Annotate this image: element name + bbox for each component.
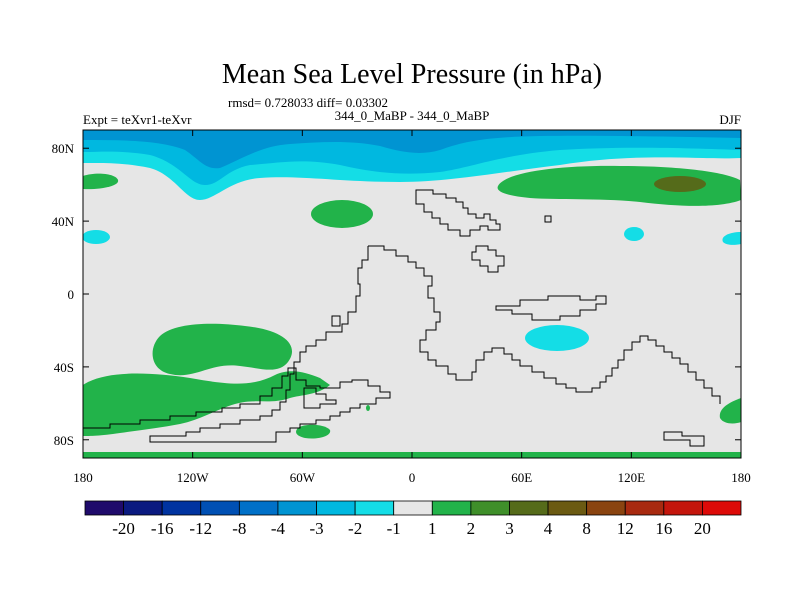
cyan-west-pacific-blob <box>624 227 644 241</box>
colorbar-level-label: -16 <box>151 519 174 538</box>
cyan-west-atlantic-blob <box>83 230 110 244</box>
colorbar-swatch <box>393 500 433 516</box>
colorbar-level-label: 16 <box>655 519 672 538</box>
colorbar-swatch <box>123 500 163 516</box>
case-label: 344_0_MaBP - 344_0_MaBP <box>335 108 490 123</box>
central-continent-outline <box>368 245 721 404</box>
green-north-pacific-blob <box>497 165 741 206</box>
colorbar-level-label: 8 <box>582 519 591 538</box>
colorbar-swatch <box>547 500 588 516</box>
continent-outlines <box>83 189 721 447</box>
colorbar-level-label: 20 <box>694 519 711 538</box>
colorbar-swatch <box>586 500 626 516</box>
green-small-dot <box>366 405 370 411</box>
colorbar-level-label: -8 <box>232 519 246 538</box>
x-axis: 180 120W 60W 0 60E 120E 180 <box>73 130 751 485</box>
colorbar-swatch <box>663 500 703 516</box>
colorbar-swatch <box>702 500 742 516</box>
colorbar-level-label: 12 <box>617 519 634 538</box>
colorbar: -20 -16 -12 -8 -4 -3 -2 -1 1 2 3 4 8 12 16 20 <box>84 500 742 538</box>
colorbar-level-label: -12 <box>189 519 212 538</box>
experiment-label: Expt = teXvr1-teXvr <box>83 112 192 127</box>
colorbar-swatch <box>509 500 549 516</box>
colorbar-swatch <box>200 500 240 516</box>
small-island-outline <box>544 215 552 223</box>
y-tick-label: 80S <box>54 433 74 448</box>
colorbar-swatch <box>316 500 356 516</box>
colorbar-level-label: -1 <box>387 519 401 538</box>
colorbar-level-label: 2 <box>467 519 476 538</box>
x-tick-label: 180 <box>731 470 751 485</box>
equatorial-island-outline <box>495 295 607 321</box>
y-tick-label: 40N <box>52 214 75 229</box>
x-tick-label: 60W <box>290 470 316 485</box>
colorbar-swatch <box>431 500 472 516</box>
colorbar-level-label: 3 <box>505 519 514 538</box>
colorbar-swatch <box>84 500 124 516</box>
northern-continent-outline <box>415 189 501 237</box>
green-north-atlantic-blob <box>311 200 373 228</box>
season-label: DJF <box>719 112 741 127</box>
peninsula-outline <box>303 387 337 409</box>
stats-line: rmsd= 0.728033 diff= 0.03302 <box>228 95 388 110</box>
y-tick-label: 80N <box>52 141 75 156</box>
gulf-outline <box>331 315 341 327</box>
green-east-antarctic-blob <box>719 398 741 424</box>
colorbar-swatch <box>277 500 317 516</box>
north-island-outline <box>471 245 505 273</box>
contour-field <box>83 130 741 458</box>
colorbar-swatch <box>624 500 665 516</box>
colorbar-level-label: -20 <box>112 519 135 538</box>
x-tick-label: 120W <box>177 470 210 485</box>
colorbar-swatch <box>238 500 279 516</box>
colorbar-level-label: -4 <box>271 519 286 538</box>
green-weddell-blob <box>296 424 331 439</box>
colorbar-level-label: -2 <box>348 519 362 538</box>
green-south-pacific-blob <box>152 323 293 376</box>
x-tick-label: 60E <box>511 470 532 485</box>
colorbar-level-label: 1 <box>428 519 437 538</box>
west-coast-outline <box>149 246 369 442</box>
x-tick-label: 120E <box>618 470 646 485</box>
x-tick-label: 180 <box>73 470 93 485</box>
cyan-east-edge-blob <box>722 232 741 245</box>
olive-pacific-core <box>654 176 706 192</box>
colorbar-level-label: -3 <box>309 519 323 538</box>
colorbar-swatch <box>354 500 395 516</box>
chart-title: Mean Sea Level Pressure (in hPa) <box>222 59 602 90</box>
colorbar-swatch <box>161 500 202 516</box>
antarctic-fragment-outline <box>663 431 705 447</box>
y-tick-label: 40S <box>54 360 74 375</box>
colorbar-level-label: 4 <box>544 519 553 538</box>
southern-continent-outline <box>83 367 391 443</box>
cyan-indian-ocean-blob <box>525 325 589 351</box>
arctic-blue-core <box>83 130 741 169</box>
y-axis: 80N 40N 0 40S 80S <box>52 141 741 448</box>
green-north-atlantic-left <box>83 173 119 190</box>
colorbar-swatch <box>470 500 510 516</box>
y-tick-label: 0 <box>68 287 75 302</box>
x-tick-label: 0 <box>409 470 416 485</box>
